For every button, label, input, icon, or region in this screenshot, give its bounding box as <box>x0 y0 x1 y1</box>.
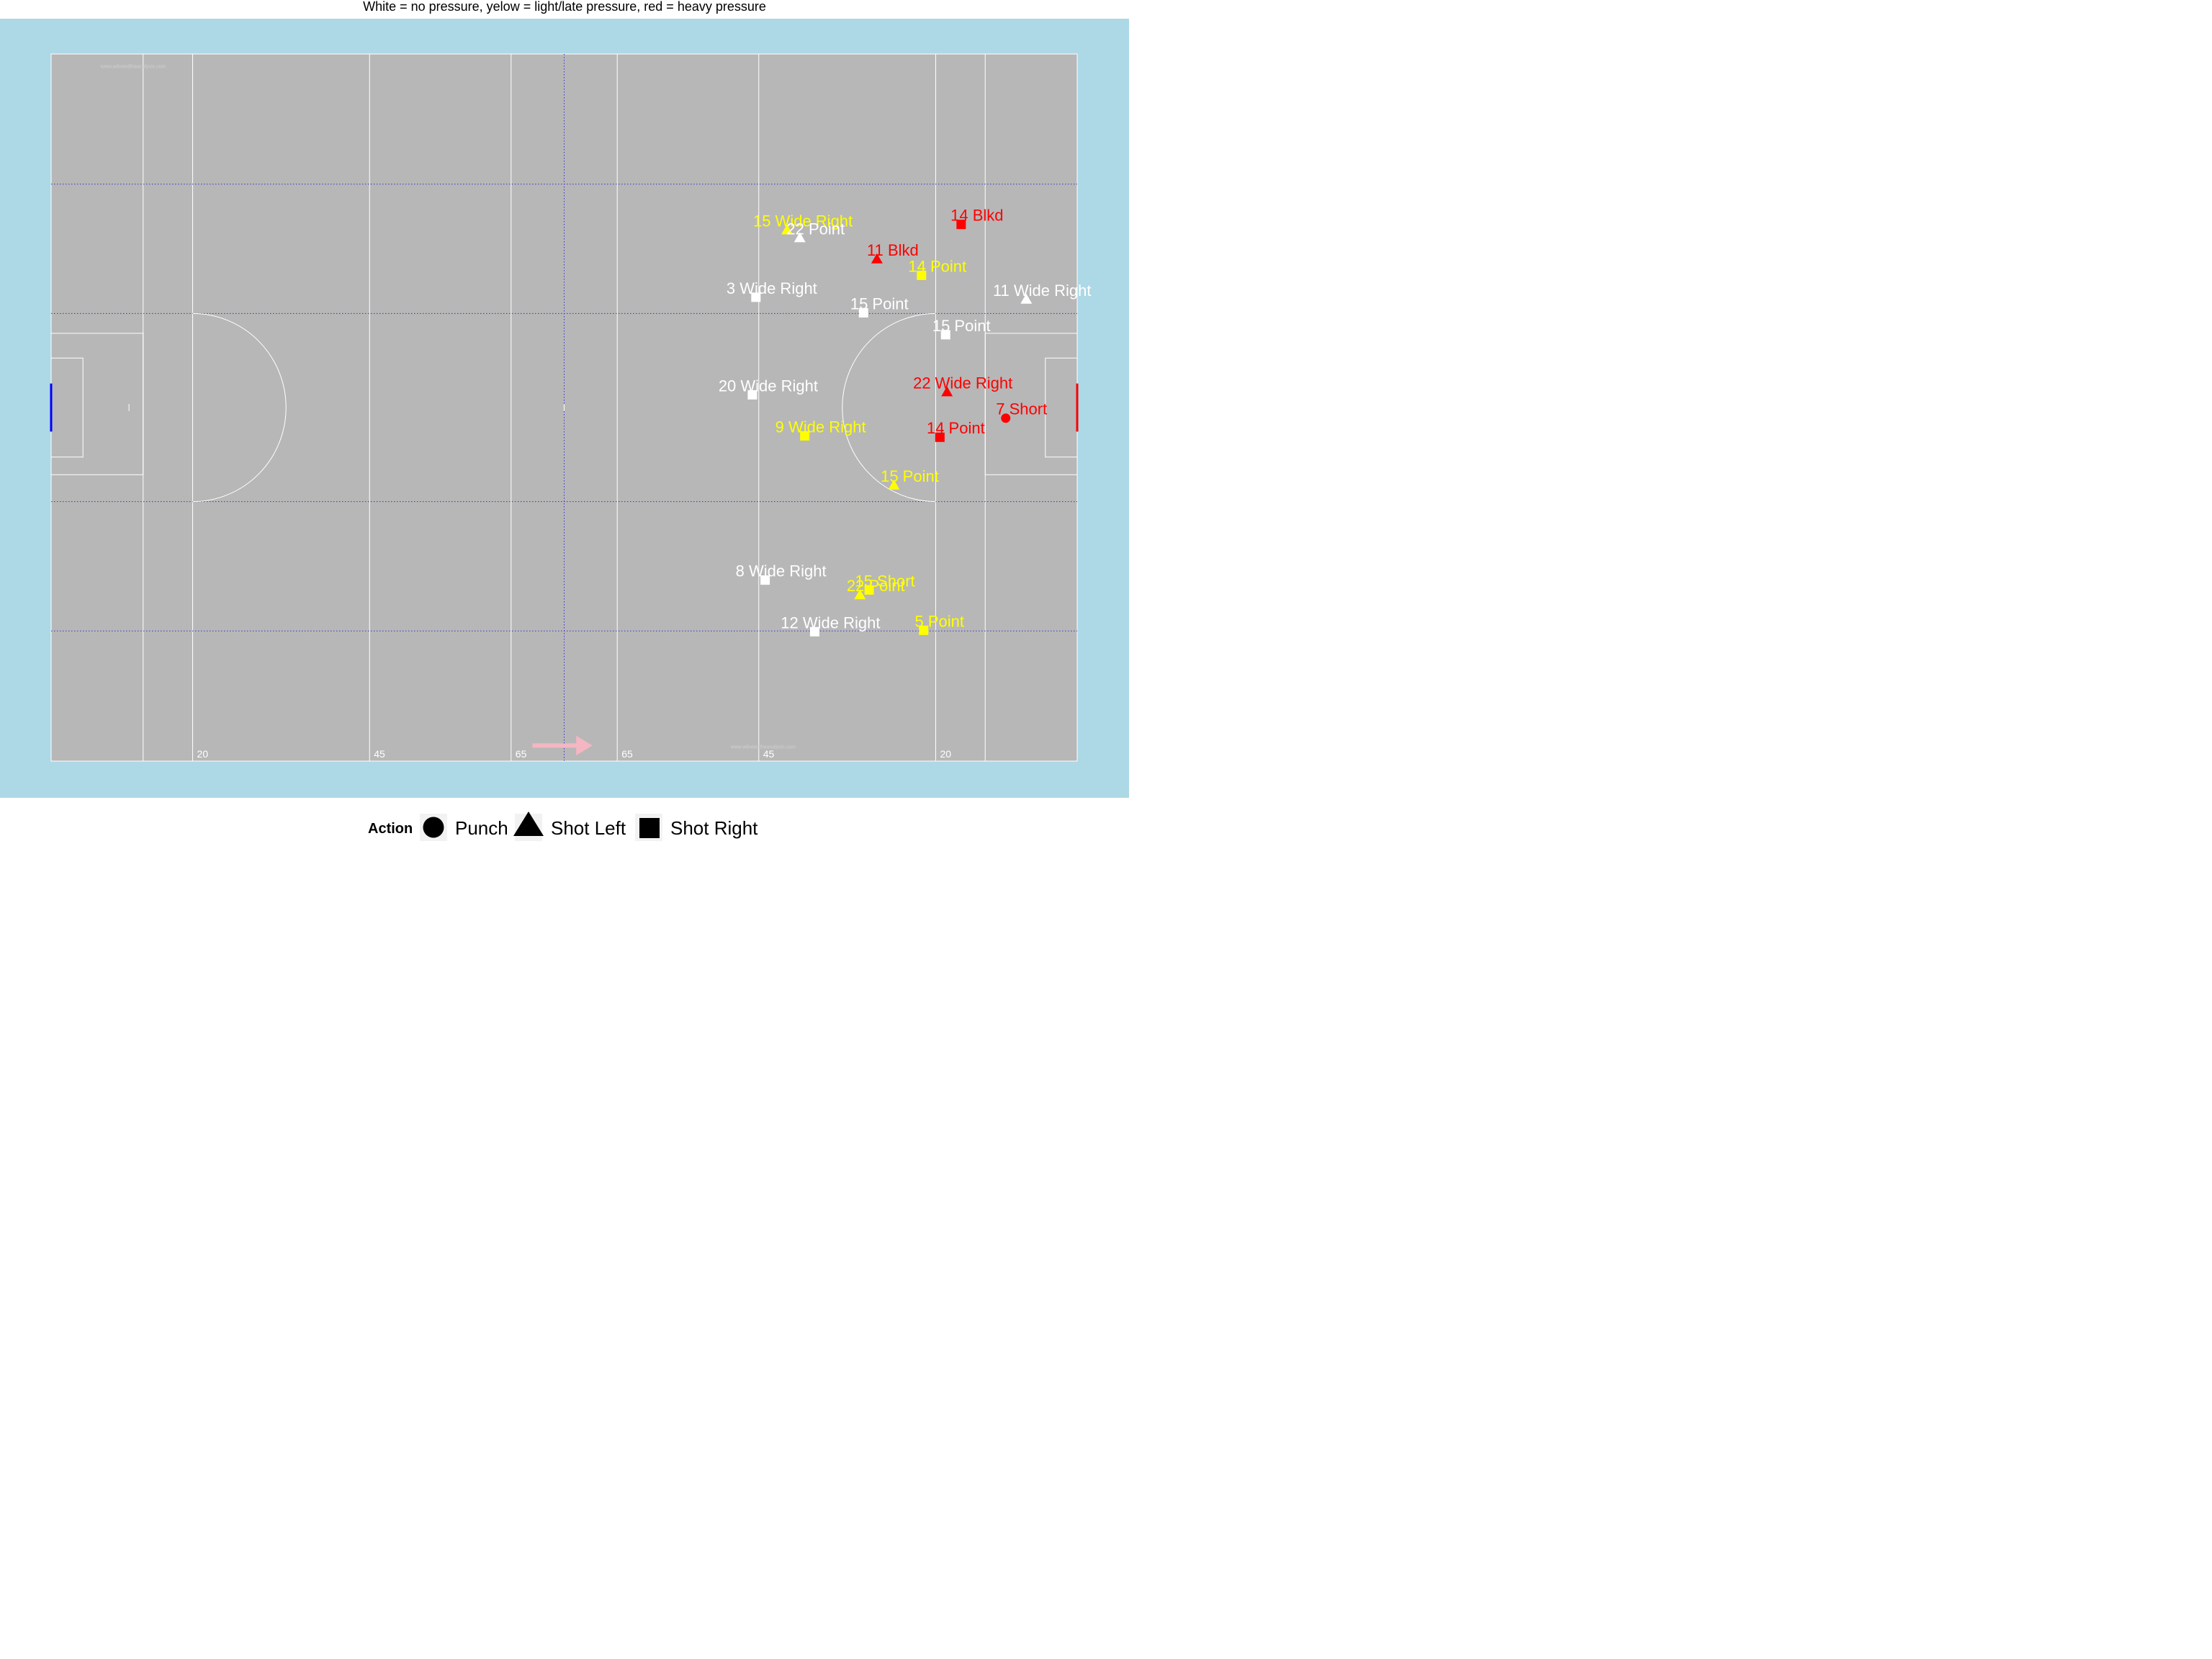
point-shot-left <box>854 589 866 600</box>
point-label: 7 Short <box>996 400 1047 418</box>
point-label: 14 Point <box>908 257 966 275</box>
arc-left <box>192 313 287 503</box>
point-shot-left <box>793 232 806 243</box>
point-shot-right <box>864 585 874 595</box>
distance-label: 65 <box>621 748 633 760</box>
point-shot-left <box>871 253 883 264</box>
pitch: 20 45 65 65 45 20 www.wilneedtheanalysis.com ww… <box>50 53 1079 762</box>
point-shot-left <box>781 224 793 235</box>
watermark: www.wilneedtheanalysis.com <box>100 65 166 70</box>
point-shot-right <box>747 390 757 400</box>
point-label: 8 Wide Right <box>736 562 827 580</box>
chart-title: White = no pressure, yelow = light/late … <box>363 0 766 14</box>
point-label: 5 Point <box>914 612 964 630</box>
point-punch <box>1001 413 1011 423</box>
point-shot-right <box>917 270 927 280</box>
shot-points <box>747 220 1033 637</box>
distance-label: 45 <box>763 748 775 760</box>
legend-title: Action <box>368 821 413 837</box>
circle-icon <box>423 817 444 838</box>
point-label: 15 Short <box>855 572 914 590</box>
point-label: 12 Wide Right <box>781 613 880 631</box>
distance-label: 65 <box>516 748 527 760</box>
point-label: 15 Point <box>850 295 909 313</box>
legend-label-shot-right: Shot Right <box>670 817 758 839</box>
point-label: 14 Point <box>927 419 985 437</box>
point-label: 20 Wide Right <box>719 377 818 395</box>
point-label: 15 Point <box>881 467 939 485</box>
watermark: www.wilneedtheanalysis.com <box>729 745 796 750</box>
point-shot-right <box>919 625 929 635</box>
point-shot-left <box>1020 293 1033 304</box>
point-shot-right <box>809 626 819 637</box>
arrow-head-icon <box>576 735 593 756</box>
point-label: 22 Point <box>847 577 905 595</box>
legend-label-punch: Punch <box>455 817 508 839</box>
point-shot-right <box>858 307 868 318</box>
legend-label-shot-left: Shot Left <box>551 817 626 839</box>
point-label: 15 Wide Right <box>753 212 853 230</box>
point-shot-right <box>940 330 950 340</box>
arc-right <box>842 313 936 503</box>
point-label: 22 Wide Right <box>913 374 1012 392</box>
pitch-chart: White = no pressure, yelow = light/late … <box>0 0 1129 841</box>
distance-label: 45 <box>374 748 385 760</box>
legend: Action Punch Shot Left Shot Right <box>368 811 758 841</box>
triangle-icon <box>513 811 544 836</box>
point-label: 15 Point <box>932 317 991 335</box>
point-label: 11 Wide Right <box>993 282 1092 300</box>
point-label: 14 Blkd <box>950 207 1003 225</box>
point-shot-right <box>935 432 945 442</box>
point-shot-right <box>760 575 770 585</box>
square-icon <box>639 818 660 838</box>
distance-label: 20 <box>197 748 209 760</box>
point-shot-left <box>888 480 900 490</box>
point-shot-right <box>751 292 761 302</box>
point-shot-right <box>800 431 810 441</box>
point-shot-right <box>956 220 966 230</box>
point-label: 22 Point <box>786 220 845 238</box>
point-label: 11 Blkd <box>867 241 919 259</box>
point-label: 9 Wide Right <box>775 418 866 436</box>
distance-label: 20 <box>940 748 951 760</box>
point-label: 3 Wide Right <box>727 279 817 297</box>
point-shot-left <box>941 386 953 397</box>
